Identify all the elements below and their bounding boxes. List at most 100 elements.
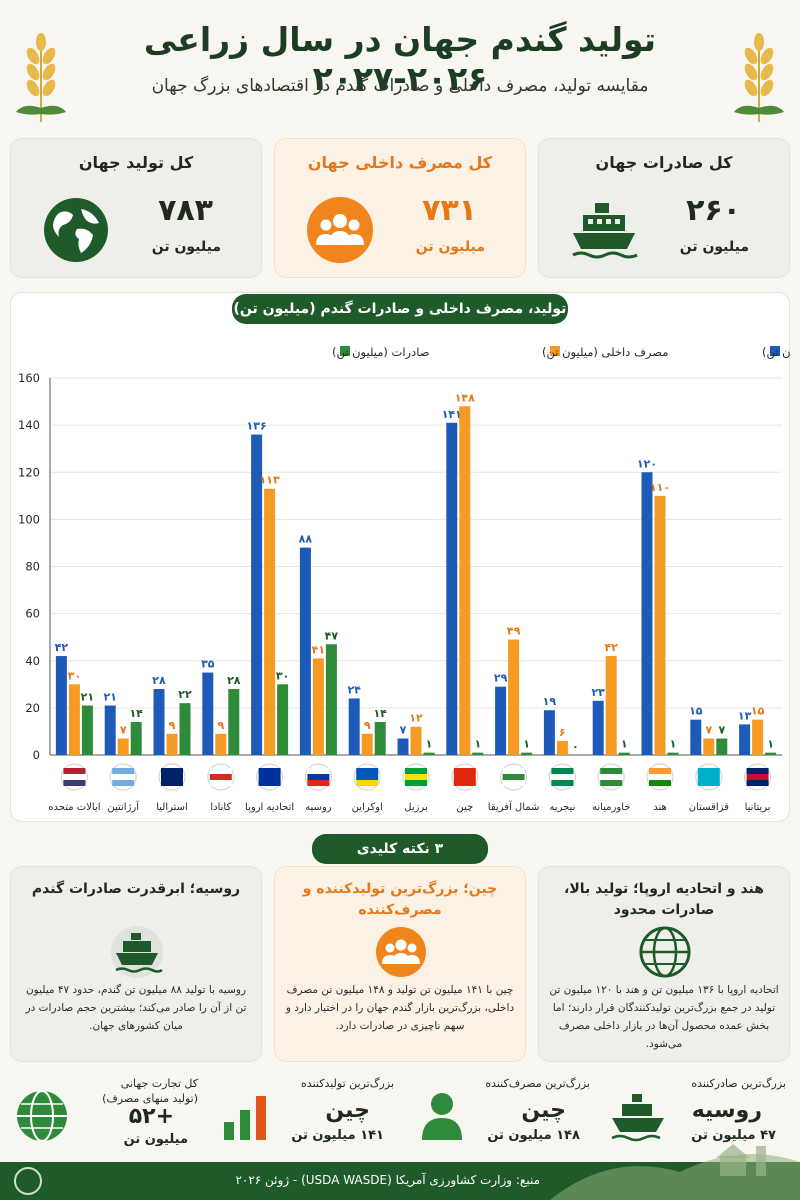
bar-value-label: ۲۲ [178, 688, 192, 701]
card-value: ۷۸۳ [158, 193, 213, 228]
stat-value: چین [325, 1098, 370, 1123]
bar-value-label: ۱۴۱ [442, 408, 462, 421]
country-flag-icon [109, 763, 137, 791]
card-unit: میلیون تن [151, 239, 221, 255]
flag-stripe [112, 768, 135, 774]
bar-value-label: ۴۲ [604, 641, 618, 654]
flag-stripe [209, 768, 232, 774]
bar [264, 488, 276, 755]
flag-stripe [746, 768, 769, 774]
flag-stripe [307, 780, 330, 786]
category-label: خاورمیانه [592, 802, 630, 813]
bar [765, 752, 777, 755]
bar [716, 738, 728, 755]
bar [299, 547, 311, 755]
country-flag-icon [548, 763, 576, 791]
card-title: کل تولید جهان [78, 153, 194, 172]
bar-value-label: ۳۰ [276, 669, 289, 682]
bar [202, 672, 214, 755]
bar [521, 752, 533, 755]
card-value: ۲۶۰ [686, 193, 741, 228]
category-label: قزاقستان [689, 802, 729, 813]
stat-top-exporter: بزرگ‌ترین صادرکننده روسیه ۴۷ میلیون تن [600, 1070, 790, 1158]
flag-stripe [697, 768, 720, 774]
bar-value-label: ۱۴۸ [455, 391, 475, 404]
bar [397, 738, 409, 755]
legend-swatch [340, 346, 350, 356]
ship-icon [111, 926, 163, 978]
category-label: برزیل [404, 802, 428, 813]
bar-value-label: ۹ [364, 719, 371, 732]
bar-value-label: ۰ [572, 740, 579, 753]
bar-value-label: ۲۸ [152, 674, 166, 687]
country-flag-icon [353, 763, 381, 791]
flag-stripe [209, 780, 232, 786]
ship-icon [611, 1094, 664, 1142]
category-label: اتحادیه اروپا [245, 802, 294, 813]
bar-value-label: ۱۲ [409, 712, 423, 725]
bar [374, 722, 386, 755]
country-flag-icon [158, 763, 186, 791]
bar [179, 703, 191, 755]
key-point-title: چین؛ بزرگ‌ترین تولیدکننده و مصرف‌کننده [302, 881, 498, 918]
flag-stripe [453, 768, 476, 774]
bar [153, 689, 165, 755]
flag-stripe [356, 774, 379, 780]
bar [81, 705, 93, 755]
bar-value-label: ۹ [217, 719, 224, 732]
bar-value-label: ۲۸ [227, 674, 241, 687]
legend-label: مصرف داخلی (میلیون تن) [542, 345, 668, 360]
category-label: چین [456, 802, 473, 813]
country-flag-icon [500, 763, 528, 791]
key-points-title: ۳ نکته کلیدی [312, 834, 488, 864]
flag-stripe [405, 768, 427, 774]
bar [312, 658, 324, 755]
bar [130, 722, 142, 755]
bar-chart-icon [224, 1096, 266, 1140]
legend-label: صادرات (میلیون تن) [332, 345, 430, 360]
bar [703, 738, 715, 755]
category-label: هند [653, 802, 667, 813]
bar-value-label: ۸۸ [299, 533, 313, 546]
country-flag-icon [402, 763, 430, 791]
bar [459, 406, 471, 755]
bar [618, 752, 630, 755]
bar [446, 422, 458, 755]
chart-title: تولید، مصرف داخلی و صادرات گندم (میلیون … [232, 294, 568, 324]
stat-sub: ۱۴۸ میلیون تن [487, 1128, 580, 1143]
card-unit: میلیون تن [415, 239, 485, 255]
bar-value-label: ۱۳ [738, 709, 752, 722]
key-point-russia: روسیه؛ ابرقدرت صادرات گندم روسیه با تولی… [10, 866, 262, 1062]
bar-value-label: ۱۵ [751, 705, 765, 718]
bar-value-label: ۲۱ [103, 691, 116, 704]
wheat-icon [734, 33, 784, 122]
bar [667, 752, 679, 755]
bar-value-label: ۱۱۰ [650, 481, 670, 494]
bar [325, 644, 337, 755]
stat-value: روسیه [691, 1098, 762, 1123]
flag-stripe [63, 768, 86, 774]
flag-stripe [600, 768, 623, 774]
bar-value-label: ۱ [767, 738, 774, 751]
page-subtitle: مقایسه تولید، مصرف داخلی و صادرات گندم د… [151, 76, 649, 96]
flag-stripe [502, 780, 525, 786]
bar-value-label: ۱ [474, 738, 481, 751]
country-flag-icon [646, 763, 674, 791]
key-point-body: چین با ۱۴۱ میلیون تن تولید و ۱۴۸ میلیون … [285, 984, 515, 1032]
bar [55, 656, 67, 755]
category-label: استرالیا [156, 802, 188, 813]
flag-stripe [161, 774, 183, 780]
legend-swatch [550, 346, 560, 356]
stat-value: +۵۲ [128, 1104, 174, 1129]
bar [68, 684, 80, 755]
bar-value-label: ۷ [120, 724, 127, 737]
bar [508, 639, 520, 755]
bar [495, 686, 507, 755]
bar [592, 700, 604, 755]
card-title: کل مصرف داخلی جهان [307, 153, 493, 172]
flag-stripe [551, 780, 574, 786]
flag-stripe [63, 780, 86, 786]
bar [215, 733, 227, 755]
category-label: روسیه [305, 802, 332, 813]
category-label: آرژانتین [107, 800, 140, 813]
